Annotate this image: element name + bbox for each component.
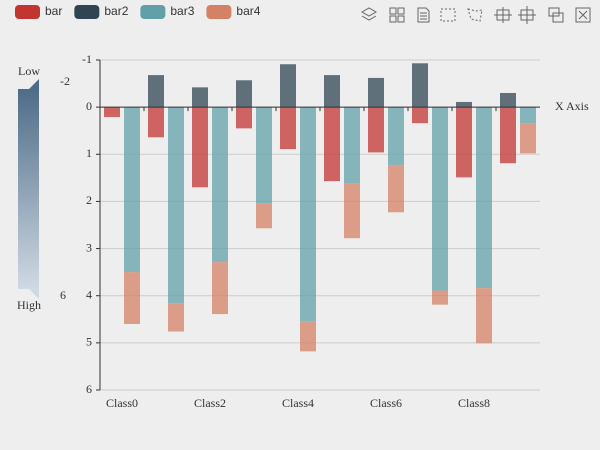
bar [500, 107, 516, 164]
tool-icon[interactable] [467, 8, 483, 22]
bar [456, 107, 472, 178]
bar [500, 93, 516, 108]
bar [148, 107, 164, 138]
tool-icon[interactable] [548, 7, 564, 23]
bar [300, 321, 316, 352]
visual-map-text: Low [18, 64, 40, 78]
bar [280, 107, 296, 150]
y-tick-label: 3 [86, 240, 92, 254]
legend-label: bar [45, 4, 62, 18]
bar [212, 262, 228, 315]
bar [324, 75, 340, 108]
tool-icon[interactable] [389, 7, 405, 23]
legend-swatch [206, 5, 232, 19]
bar [168, 303, 184, 332]
tool-icon[interactable] [417, 7, 430, 23]
visual-map-text: High [17, 298, 41, 312]
bar [344, 183, 360, 239]
visual-map-handle[interactable] [29, 289, 39, 299]
bar [476, 288, 492, 344]
bar [236, 107, 252, 129]
bar [432, 290, 448, 305]
bar [412, 107, 428, 124]
x-axis-title: X Axis [555, 99, 589, 113]
visual-map-handle[interactable] [29, 79, 39, 89]
bar [124, 272, 140, 324]
legend-swatch [140, 5, 166, 19]
y-tick-label: 6 [86, 382, 92, 396]
tool-icon[interactable] [440, 8, 456, 22]
bar [192, 87, 208, 108]
bar [344, 107, 360, 184]
bar [520, 123, 536, 154]
bar [256, 203, 272, 229]
x-tick-label: Class6 [370, 396, 402, 410]
bar [168, 107, 184, 304]
bar [256, 107, 272, 204]
bar [148, 75, 164, 108]
tool-icon[interactable] [494, 7, 512, 23]
x-tick-label: Class2 [194, 396, 226, 410]
bar [368, 77, 384, 108]
bar [192, 107, 208, 188]
bar [388, 165, 404, 213]
legend-swatch [74, 5, 100, 19]
bar [412, 63, 428, 108]
bar [520, 107, 536, 124]
x-tick-label: Class8 [458, 396, 490, 410]
bar [388, 107, 404, 166]
y-tick-label: 0 [86, 99, 92, 113]
legend-label: bar2 [104, 4, 128, 18]
visual-map-bar [18, 89, 39, 289]
bar [104, 107, 120, 118]
x-tick-label: Class0 [106, 396, 138, 410]
visual-map-min: -2 [60, 74, 70, 88]
legend-label: bar3 [170, 4, 194, 18]
tool-icon[interactable] [360, 7, 378, 21]
visual-map-max: 6 [60, 288, 66, 302]
bar [324, 107, 340, 182]
bar [432, 107, 448, 291]
x-tick-label: Class4 [282, 396, 314, 410]
bar [212, 107, 228, 263]
tool-icon[interactable] [575, 7, 591, 23]
legend-label: bar4 [236, 4, 260, 18]
y-tick-label: 2 [86, 193, 92, 207]
bar [456, 101, 472, 108]
y-tick-label: 5 [86, 335, 92, 349]
bar [280, 64, 296, 108]
bar [124, 107, 140, 273]
bar [236, 80, 252, 108]
y-tick-label: 4 [86, 287, 92, 301]
legend-swatch [15, 5, 40, 19]
y-tick-label: -1 [82, 52, 92, 66]
y-tick-label: 1 [86, 146, 92, 160]
toolbox[interactable] [360, 6, 591, 24]
bar [476, 107, 492, 289]
bar [368, 107, 384, 153]
tool-icon[interactable] [518, 6, 536, 24]
bar [300, 107, 316, 322]
